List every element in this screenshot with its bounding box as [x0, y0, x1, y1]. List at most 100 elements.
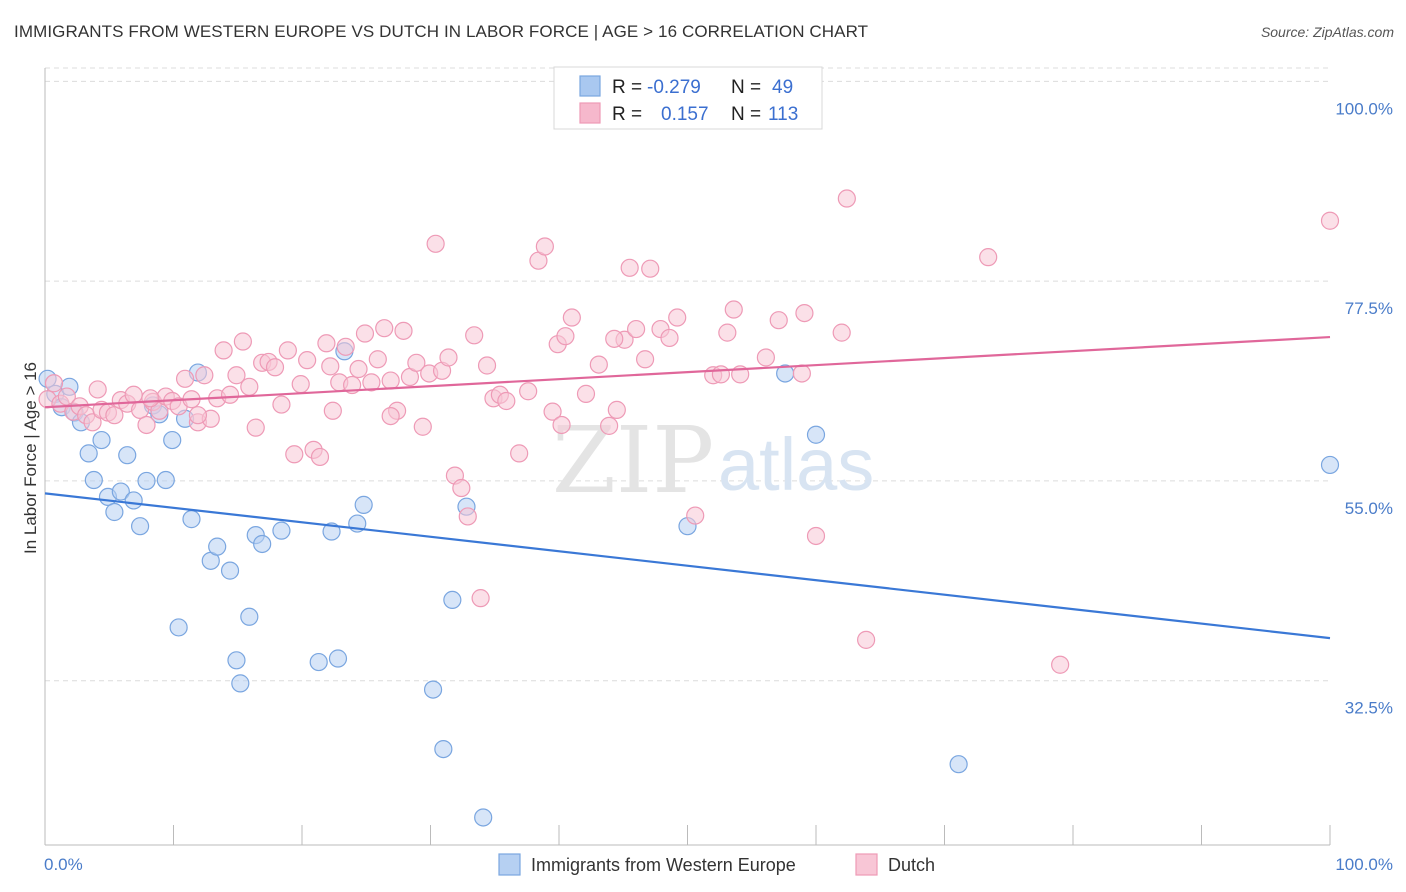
- point-dutch: [285, 445, 304, 464]
- point-dutch: [600, 416, 619, 435]
- y-axis-label: In Labor Force | Age > 16: [21, 362, 40, 554]
- legend-n-label-dutch: N =: [731, 104, 761, 125]
- point-dutch: [668, 308, 687, 327]
- point-dutch: [979, 248, 998, 267]
- point-dutch: [375, 319, 394, 338]
- y-tick-label: 77.5%: [1345, 299, 1393, 318]
- point-dutch: [336, 337, 355, 356]
- bottom-legend-label-immigrants: Immigrants from Western Europe: [531, 855, 796, 875]
- point-dutch: [272, 395, 291, 414]
- y-tick-labels: 32.5% 55.0% 77.5% 100.0%: [1335, 99, 1393, 717]
- y-tick-label: 100.0%: [1335, 99, 1393, 118]
- point-dutch: [278, 341, 297, 360]
- point-immigrants: [949, 755, 968, 774]
- point-dutch: [220, 385, 240, 404]
- point-immigrants: [130, 517, 150, 536]
- point-immigrants: [79, 444, 98, 463]
- legend-n-label-immigrants: N =: [731, 77, 761, 98]
- point-dutch: [141, 389, 160, 408]
- point-dutch: [355, 324, 375, 343]
- point-immigrants: [231, 674, 250, 693]
- point-dutch: [795, 303, 814, 323]
- point-immigrants: [111, 482, 130, 501]
- point-dutch: [310, 447, 330, 467]
- legend-r-value-dutch: 0.157: [661, 104, 709, 125]
- legend-n-value-immigrants: 49: [772, 77, 793, 98]
- point-immigrants: [443, 590, 462, 610]
- point-dutch: [832, 323, 851, 342]
- point-immigrants: [220, 561, 240, 580]
- watermark: ZIP atlas: [552, 407, 874, 514]
- legend-r-label-dutch: R =: [612, 104, 642, 125]
- bottom-legend: Immigrants from Western Europe Dutch: [498, 853, 935, 876]
- point-immigrants: [169, 618, 188, 637]
- chart-title: IMMIGRANTS FROM WESTERN EUROPE VS DUTCH …: [14, 22, 869, 41]
- point-dutch: [1320, 211, 1340, 230]
- x-tick-label-min: 0.0%: [44, 855, 83, 874]
- point-immigrants: [105, 502, 124, 522]
- point-immigrants: [253, 534, 272, 554]
- point-immigrants: [156, 470, 175, 490]
- point-dutch: [519, 382, 538, 401]
- point-dutch: [605, 329, 624, 348]
- point-immigrants: [227, 651, 246, 670]
- point-dutch: [562, 308, 581, 327]
- point-immigrants: [434, 739, 453, 759]
- trend-lines: [44, 335, 1331, 640]
- point-dutch: [718, 323, 737, 342]
- point-immigrants: [124, 491, 143, 510]
- watermark-zip: ZIP: [552, 407, 714, 514]
- x-tick-label-max: 100.0%: [1335, 855, 1393, 874]
- point-dutch: [465, 326, 484, 345]
- point-dutch: [381, 406, 400, 426]
- y-tick-label: 32.5%: [1345, 699, 1393, 718]
- point-dutch: [44, 374, 64, 393]
- y-tick-label: 55.0%: [1345, 499, 1393, 518]
- legend-r-label-immigrants: R =: [612, 77, 642, 98]
- bottom-legend-label-dutch: Dutch: [888, 855, 935, 875]
- point-dutch: [368, 350, 387, 369]
- legend-box: R = -0.279 N = 49 R = 0.157 N = 113: [553, 66, 823, 130]
- point-dutch: [806, 526, 826, 546]
- point-dutch: [362, 373, 381, 392]
- point-dutch: [792, 364, 811, 383]
- point-dutch: [471, 589, 490, 608]
- axes: [44, 68, 1331, 846]
- point-dutch: [88, 380, 107, 399]
- point-dutch: [769, 311, 788, 330]
- point-dutch: [620, 258, 639, 277]
- point-dutch: [857, 630, 876, 649]
- point-dutch: [724, 300, 743, 319]
- point-dutch: [635, 350, 655, 369]
- point-immigrants: [182, 510, 201, 529]
- point-dutch: [413, 417, 432, 436]
- point-dutch: [510, 444, 529, 463]
- watermark-atlas: atlas: [718, 423, 874, 506]
- point-dutch: [477, 356, 497, 375]
- point-dutch: [543, 402, 562, 421]
- point-immigrants: [309, 652, 328, 672]
- point-dutch: [124, 385, 143, 404]
- point-immigrants: [208, 537, 227, 556]
- point-dutch: [458, 507, 477, 526]
- point-dutch: [439, 348, 458, 367]
- point-dutch: [188, 406, 208, 425]
- point-dutch: [323, 401, 342, 420]
- point-dutch: [321, 357, 340, 376]
- scatter-points: [38, 189, 1340, 827]
- point-dutch: [394, 321, 413, 340]
- bottom-legend-swatch-dutch: [855, 853, 878, 876]
- legend-r-value-immigrants: -0.279: [647, 77, 701, 98]
- point-dutch: [837, 189, 856, 208]
- point-dutch: [497, 391, 516, 411]
- point-immigrants: [272, 521, 291, 540]
- point-immigrants: [1320, 455, 1340, 475]
- point-immigrants: [118, 446, 137, 465]
- point-dutch: [246, 418, 265, 437]
- point-immigrants: [423, 680, 443, 699]
- point-immigrants: [328, 649, 348, 668]
- point-dutch: [756, 348, 775, 367]
- point-dutch: [535, 237, 554, 256]
- trend-line-dutch: [44, 335, 1331, 409]
